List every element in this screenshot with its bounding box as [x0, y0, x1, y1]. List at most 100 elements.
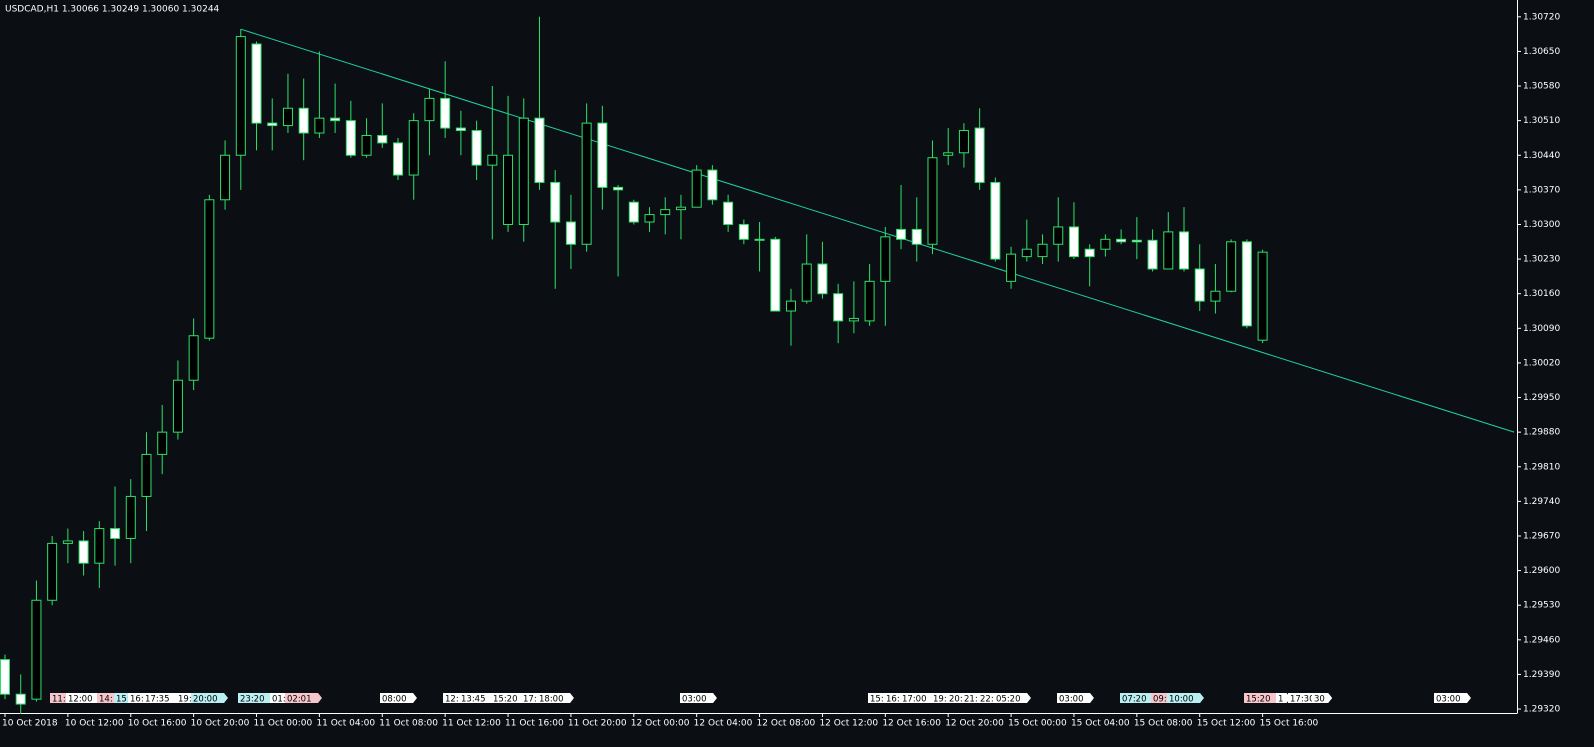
candle-body	[440, 97, 451, 129]
time-marker	[1434, 693, 1471, 703]
candle-body	[408, 120, 419, 176]
candle-body	[94, 528, 105, 564]
candle	[990, 177, 1001, 262]
candle-body	[141, 453, 152, 497]
x-tick-label: 11 Oct 04:00	[316, 719, 375, 729]
candle	[282, 73, 293, 134]
time-marker-label: 07:20	[1122, 695, 1147, 705]
x-tick-label: 12 Oct 16:00	[882, 719, 941, 729]
y-tick-label: 1.29320	[1523, 705, 1560, 715]
candle-body	[345, 120, 356, 156]
candle-body	[503, 154, 514, 225]
time-marker-label: 20:	[949, 695, 963, 705]
candle-body	[251, 43, 262, 124]
y-tick-label: 1.30370	[1523, 185, 1560, 195]
candle-body	[1021, 248, 1032, 258]
candle-body	[770, 238, 781, 312]
candle-body	[597, 122, 608, 188]
candle-body	[471, 130, 482, 166]
candle	[550, 170, 561, 289]
candle-body	[1257, 251, 1268, 341]
trendline	[240, 28, 1515, 433]
time-marker-label: 17:35	[145, 695, 170, 705]
time-marker-label: 03:00	[1436, 695, 1461, 705]
x-tick-label: 10 Oct 2018	[2, 719, 58, 729]
candle-body	[534, 117, 545, 183]
time-marker-label: 15:	[870, 695, 884, 705]
time-marker	[66, 693, 103, 703]
candle-body	[880, 236, 891, 282]
candle	[487, 86, 498, 240]
candle	[1163, 212, 1174, 270]
y-tick-label: 1.30510	[1523, 116, 1560, 126]
candle	[110, 486, 121, 566]
y-tick-label: 1.30230	[1523, 255, 1560, 265]
candle-body	[927, 157, 938, 245]
time-marker-label: 17:00	[902, 695, 927, 705]
candle	[1021, 219, 1032, 262]
candle	[911, 197, 922, 262]
candle	[723, 194, 734, 232]
time-marker-label: 21:	[964, 695, 978, 705]
candle	[644, 207, 655, 232]
candle	[1116, 229, 1127, 245]
y-tick-label: 1.30440	[1523, 151, 1560, 161]
candle	[330, 83, 341, 134]
candle	[1179, 207, 1189, 272]
time-marker-label: 09:	[1153, 695, 1167, 705]
time-marker	[380, 693, 417, 703]
candle	[786, 288, 796, 346]
candle-body	[110, 528, 121, 539]
candle	[0, 654, 10, 700]
time-marker-label: 1	[1278, 695, 1283, 705]
time-marker	[994, 693, 1031, 703]
candle-body	[864, 280, 875, 322]
candle	[534, 16, 545, 190]
candle-body	[204, 199, 215, 339]
candle-body	[1241, 241, 1252, 327]
time-marker	[238, 693, 275, 703]
time-marker	[537, 693, 574, 703]
candle	[770, 236, 781, 312]
x-tick-label: 11 Oct 08:00	[379, 719, 438, 729]
candle	[298, 78, 309, 161]
candle-body	[424, 97, 435, 122]
candle-body	[125, 495, 136, 539]
candle-body	[78, 540, 89, 564]
candle-body	[361, 134, 372, 156]
candle	[1084, 244, 1095, 287]
candle-body	[801, 263, 812, 302]
time-marker	[1244, 693, 1281, 703]
candle-body	[1100, 238, 1111, 250]
candle-body	[911, 228, 922, 245]
candle	[518, 98, 529, 242]
candle	[1100, 234, 1111, 257]
candle	[1037, 234, 1048, 265]
candle	[235, 29, 246, 190]
candle	[141, 432, 152, 532]
time-marker-label: 13:45	[461, 695, 486, 705]
x-tick-label: 15 Oct 04:00	[1071, 719, 1130, 729]
candle-body	[1116, 238, 1127, 243]
time-marker-label: 16:	[130, 695, 144, 705]
candle-body	[62, 540, 73, 544]
candle-body	[707, 169, 718, 201]
time-marker-label: 22:	[980, 695, 994, 705]
candle	[204, 194, 215, 341]
x-tick-label: 11 Oct 20:00	[568, 719, 627, 729]
time-marker-label: 05:20	[996, 695, 1021, 705]
candle	[974, 108, 985, 190]
candle	[125, 479, 136, 564]
candle-body	[1037, 243, 1048, 258]
x-tick-label: 12 Oct 12:00	[819, 719, 878, 729]
candle	[833, 283, 844, 344]
chart-title: USDCAD,H1 1.30066 1.30249 1.30060 1.3024…	[5, 5, 220, 15]
candle	[1194, 244, 1205, 312]
time-marker-label: 23:20	[240, 695, 265, 705]
candle	[220, 140, 231, 210]
candle-body	[298, 107, 309, 134]
x-tick-label: 10 Oct 16:00	[128, 719, 187, 729]
candle-body	[31, 599, 42, 700]
candle-body	[1163, 231, 1174, 270]
candle	[675, 194, 686, 240]
